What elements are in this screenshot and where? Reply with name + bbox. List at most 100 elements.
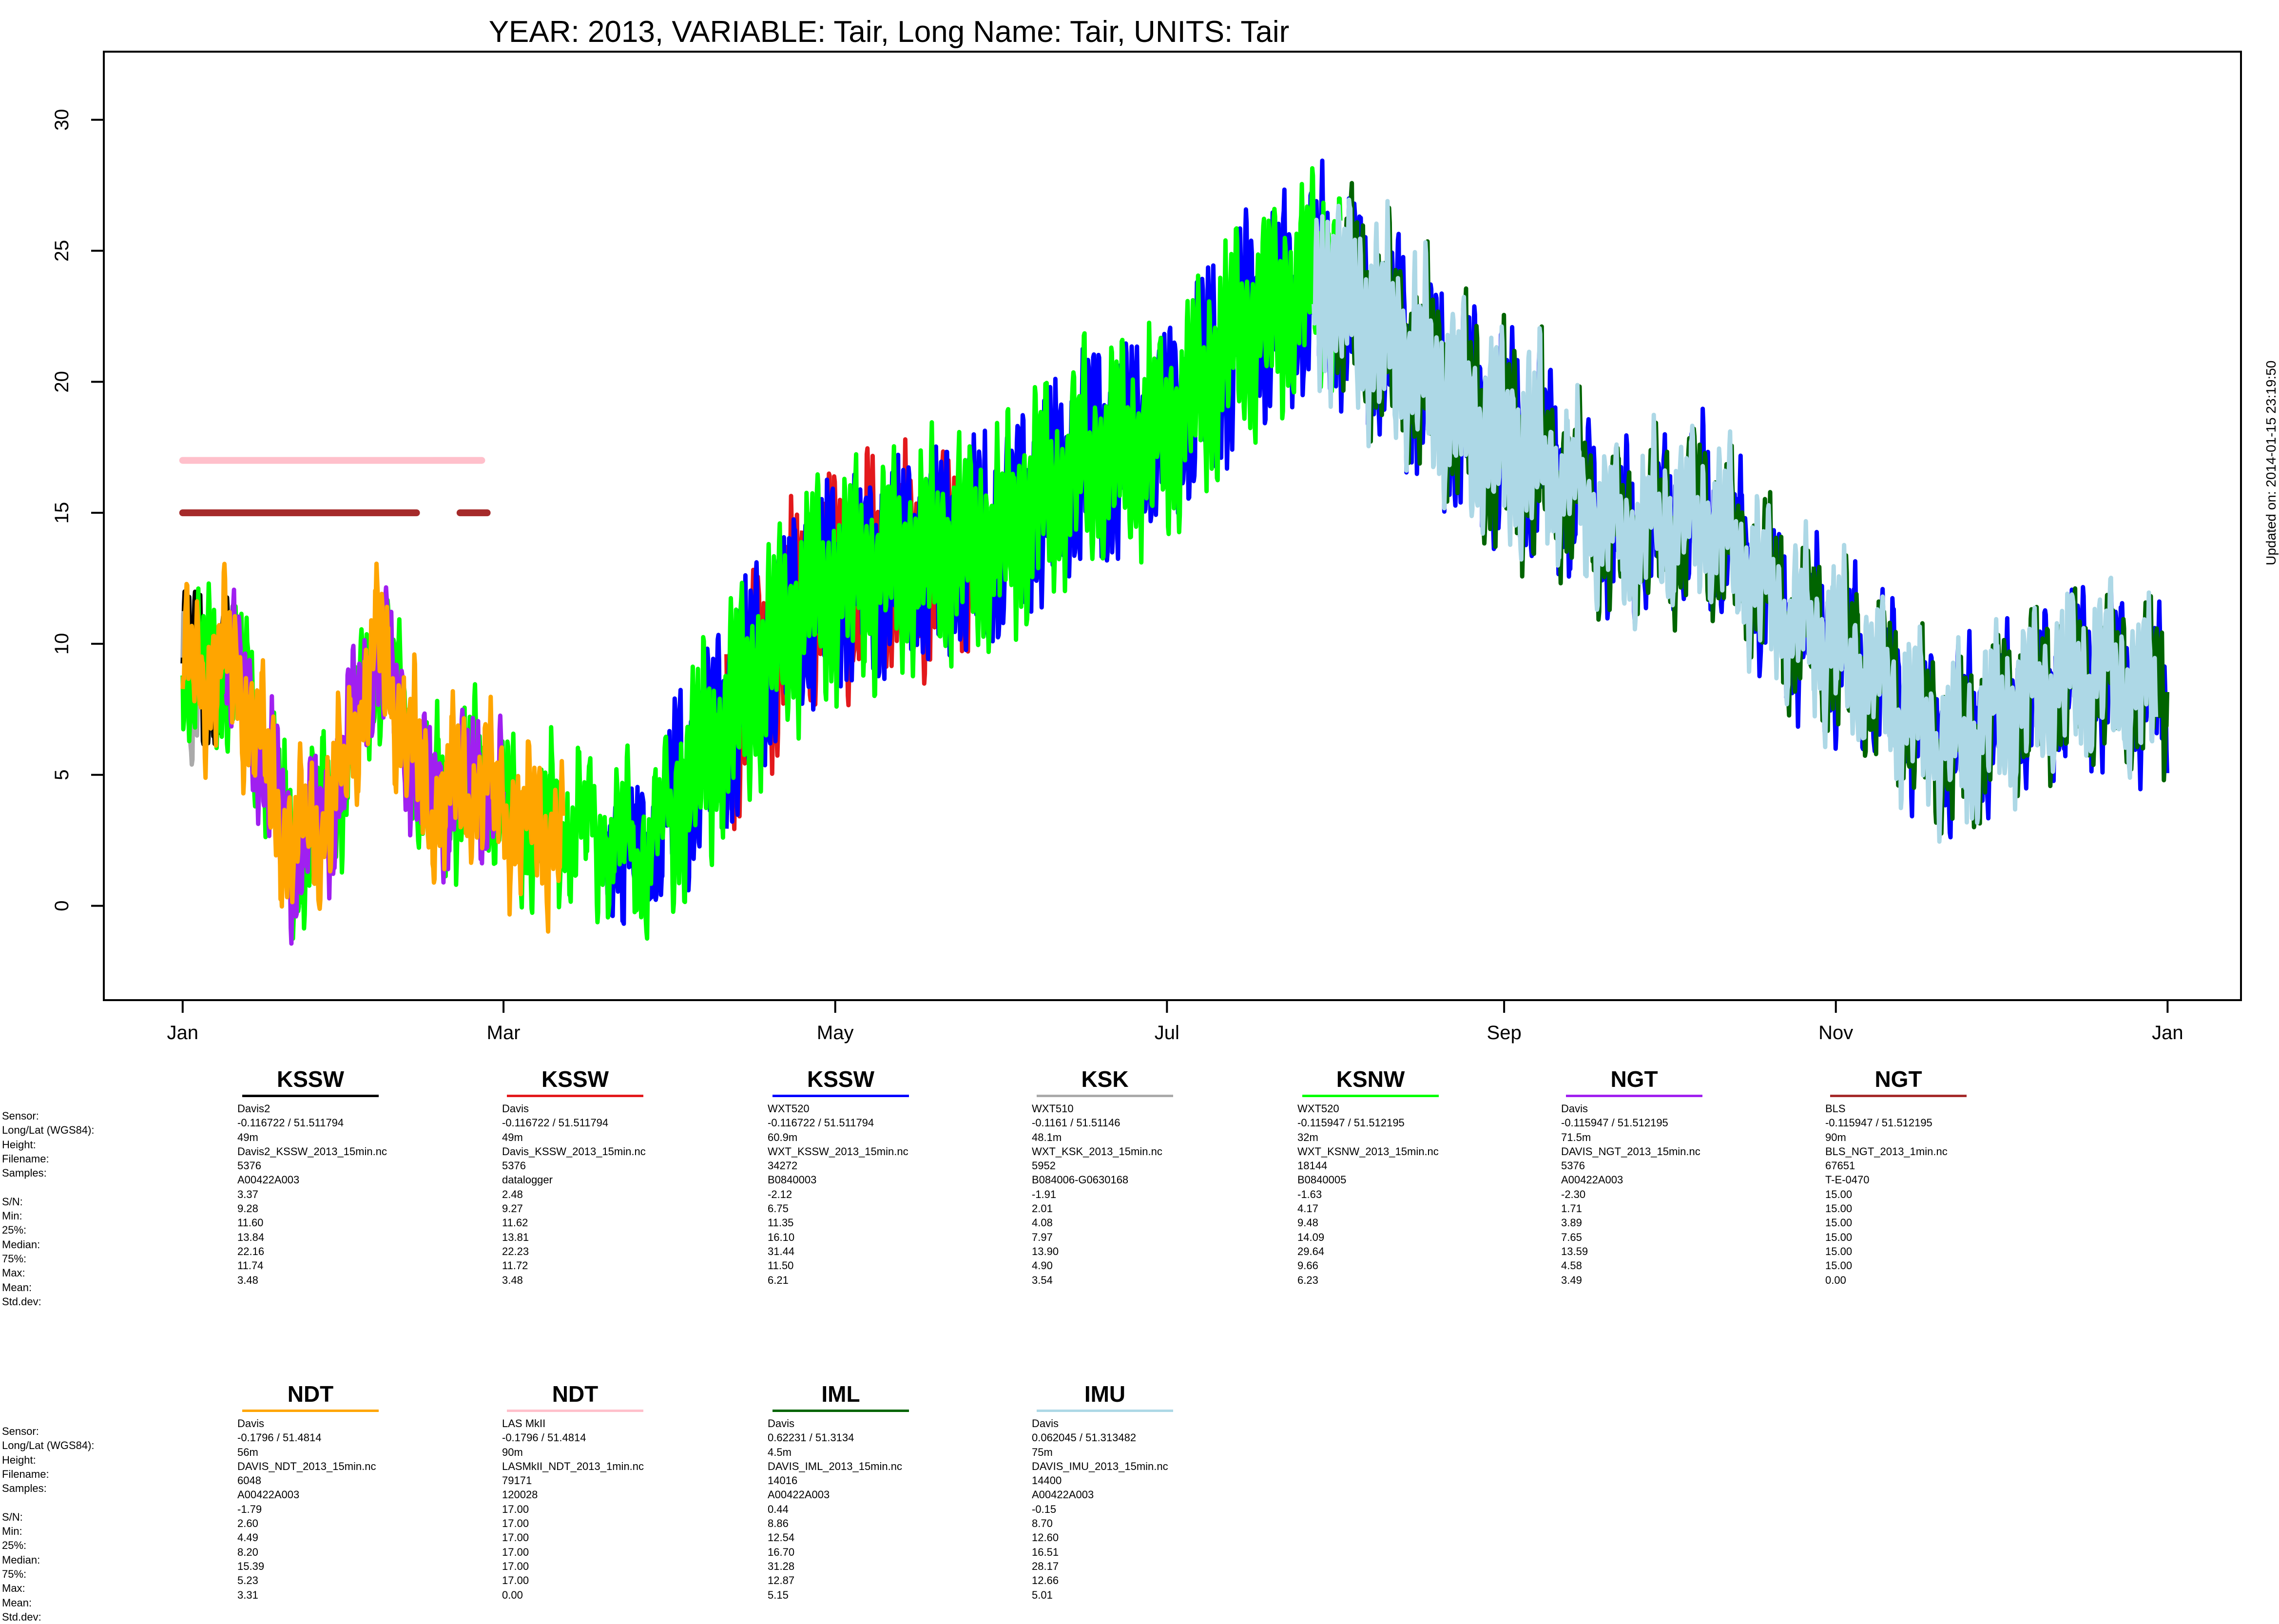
legend-value: 75m — [1032, 1446, 1053, 1458]
x-tick-label: Jul — [1155, 1022, 1179, 1044]
legend-value: datalogger — [502, 1174, 553, 1186]
legend-value: 2.60 — [237, 1517, 258, 1530]
legend-value: 13.81 — [502, 1231, 529, 1243]
legend-value: 15.39 — [237, 1560, 265, 1572]
legend-value: 60.9m — [768, 1131, 798, 1143]
legend-value: Davis2 — [237, 1102, 270, 1115]
legend-value: 5.15 — [768, 1588, 789, 1601]
legend-values: Davis 0.062045 / 51.313482 75m DAVIS_IMU_20… — [1032, 1416, 1168, 1602]
x-tick-label: May — [817, 1022, 854, 1044]
legend-value: 16.10 — [768, 1231, 795, 1243]
legend-value: B084006-G0630168 — [1032, 1174, 1129, 1186]
legend-value: 71.5m — [1561, 1131, 1591, 1143]
legend-value: T-E-0470 — [1825, 1174, 1870, 1186]
legend-row-label: 75%: — [2, 1567, 27, 1580]
legend-value: 3.48 — [502, 1274, 523, 1286]
series-trace — [180, 561, 565, 934]
legend-row-label: Median: — [2, 1238, 40, 1251]
legend-value: -1.91 — [1032, 1188, 1057, 1200]
legend-value: LAS MkII — [502, 1417, 546, 1430]
legend-values: Davis -0.116722 / 51.511794 49m Davis_KSSW_… — [502, 1102, 646, 1287]
legend-value: 31.28 — [768, 1560, 795, 1572]
legend-row-label: Samples: — [2, 1482, 47, 1495]
legend-row-label: Sensor: — [2, 1425, 39, 1437]
legend-value: 32m — [1297, 1131, 1318, 1143]
legend-value: DAVIS_NDT_2013_15min.nc — [237, 1460, 376, 1472]
series-layer — [179, 158, 2169, 946]
legend-value: BLS_NGT_2013_1min.nc — [1825, 1145, 1948, 1158]
legend-value: -0.115947 / 51.512195 — [1297, 1117, 1405, 1129]
legend-row-label: Std.dev: — [2, 1610, 41, 1623]
legend-color-line — [773, 1095, 909, 1097]
legend-value: 3.37 — [237, 1188, 258, 1200]
legend-color-line — [1566, 1095, 1702, 1097]
legend-row-labels-top: Sensor: Long/Lat (WGS84): Height: Filename:… — [2, 1109, 95, 1309]
legend-value: WXT520 — [1297, 1102, 1339, 1115]
legend-value: 12.66 — [1032, 1574, 1059, 1587]
legend-value: 13.90 — [1032, 1245, 1059, 1257]
legend-value: 90m — [502, 1446, 523, 1458]
legend-value: -0.116722 / 51.511794 — [502, 1117, 609, 1129]
legend-value: DAVIS_IML_2013_15min.nc — [768, 1460, 902, 1472]
legend-value: -0.116722 / 51.511794 — [237, 1117, 344, 1129]
legend-value: DAVIS_NGT_2013_15min.nc — [1561, 1145, 1700, 1158]
legend-value: A00422A003 — [1032, 1489, 1094, 1501]
x-tick-label: Jan — [2152, 1022, 2183, 1044]
legend-station-name: IML — [821, 1381, 860, 1407]
legend-value: 3.48 — [237, 1274, 258, 1286]
legend-value: 11.72 — [502, 1259, 528, 1272]
x-tick-label: Sep — [1487, 1022, 1522, 1044]
legend-station-name: KSSW — [541, 1066, 609, 1092]
legend-row-label: S/N: — [2, 1195, 23, 1208]
legend-value: 16.51 — [1032, 1546, 1059, 1558]
legend-value: 8.86 — [768, 1517, 789, 1530]
legend-value: 11.35 — [768, 1217, 794, 1229]
legend-value: Davis — [237, 1417, 265, 1430]
legend-value: 14016 — [768, 1474, 798, 1487]
legend-row-label: Mean: — [2, 1281, 32, 1294]
legend-value: 6.75 — [768, 1202, 789, 1215]
legend-value: 3.31 — [237, 1588, 258, 1601]
legend-value: 13.84 — [237, 1231, 265, 1243]
x-tick-label: Jan — [167, 1022, 199, 1044]
legend-value: 13.59 — [1561, 1245, 1588, 1257]
x-tick-label: Mar — [487, 1022, 521, 1044]
legend-value: 5376 — [237, 1160, 261, 1172]
legend-row-label: Std.dev: — [2, 1295, 41, 1308]
legend-value: 18144 — [1297, 1160, 1328, 1172]
y-tick-label: 0 — [51, 900, 73, 911]
legend-values: Davis2 -0.116722 / 51.511794 49m Davis2_KSS… — [237, 1102, 387, 1287]
legend-station-name: KSSW — [277, 1066, 344, 1092]
legend-station-name: KSSW — [807, 1066, 874, 1092]
legend-row-label — [2, 1180, 95, 1194]
legend-value: 3.89 — [1561, 1217, 1582, 1229]
x-tick-label: Nov — [1818, 1022, 1853, 1044]
legend-value: 4.58 — [1561, 1259, 1582, 1272]
legend-value: 5.23 — [237, 1574, 258, 1587]
legend-value: A00422A003 — [768, 1489, 830, 1501]
legend-value: Davis — [768, 1417, 795, 1430]
y-tick-label: 25 — [51, 240, 73, 262]
legend-color-line — [1830, 1095, 1967, 1097]
legend-value: 0.00 — [502, 1588, 523, 1601]
legend-value: 31.44 — [768, 1245, 795, 1257]
legend-value: 7.65 — [1561, 1231, 1582, 1243]
legend-color-line — [1037, 1095, 1173, 1097]
legend-value: 9.66 — [1297, 1259, 1318, 1272]
legend-value: 5376 — [502, 1160, 526, 1172]
legend-value: Davis — [1561, 1102, 1588, 1115]
legend-value: 15.00 — [1825, 1231, 1853, 1243]
legend-value: 67651 — [1825, 1160, 1855, 1172]
legend-row-label: S/N: — [2, 1510, 23, 1523]
legend-values: WXT520 -0.115947 / 51.512195 32m WXT_KSNW_2… — [1297, 1102, 1439, 1287]
legend-station-name: KSNW — [1336, 1066, 1405, 1092]
series-ksnw-4 — [180, 166, 1343, 941]
legend-value: 1.71 — [1561, 1202, 1582, 1215]
legend-value: 12.60 — [1032, 1531, 1059, 1544]
legend-value: 12.87 — [768, 1574, 795, 1587]
legend-value: DAVIS_IMU_2013_15min.nc — [1032, 1460, 1168, 1472]
legend-value: 8.70 — [1032, 1517, 1053, 1530]
legend-row-label: Filename: — [2, 1468, 49, 1480]
legend-row-label: Min: — [2, 1525, 22, 1538]
legend-values: Davis -0.1796 / 51.4814 56m DAVIS_NDT_2013_… — [237, 1416, 376, 1602]
